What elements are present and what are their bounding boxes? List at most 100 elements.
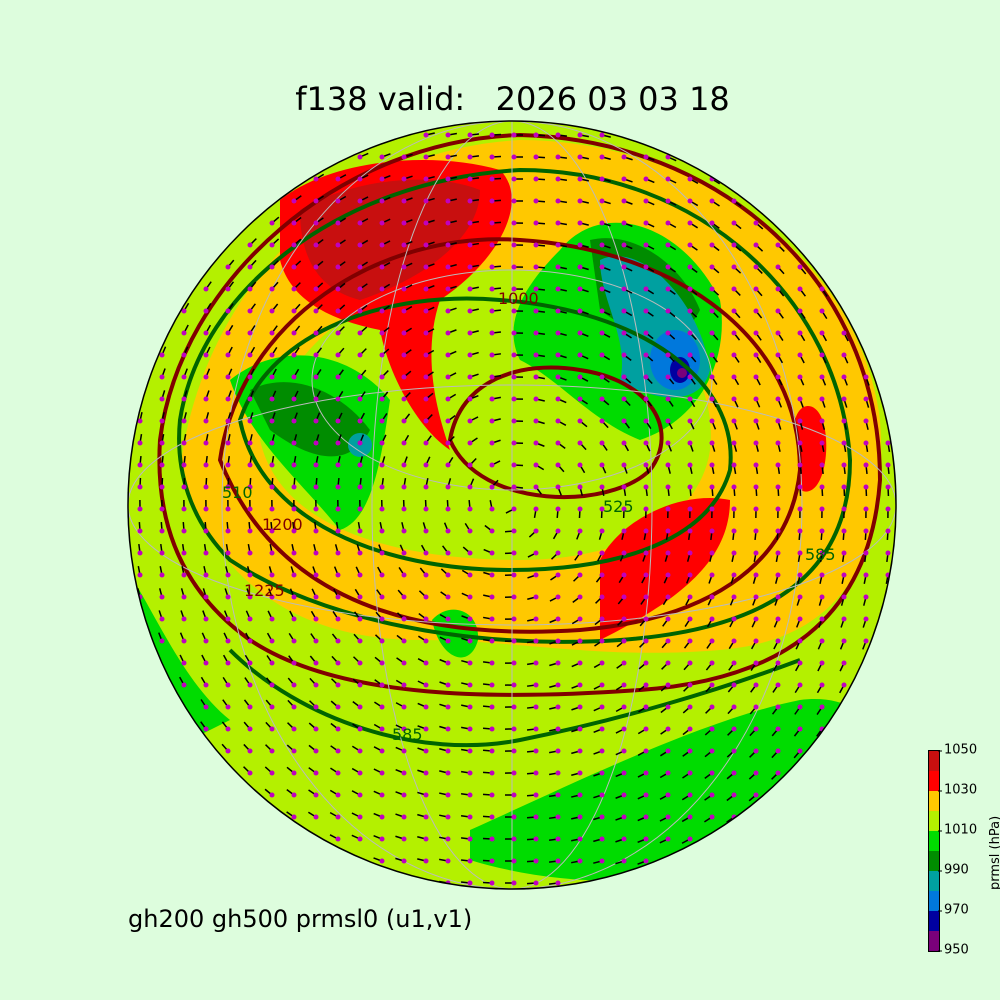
grid-point [401, 484, 407, 490]
grid-point [533, 286, 539, 292]
grid-point [643, 176, 649, 182]
grid-point [269, 528, 275, 534]
grid-point [577, 660, 583, 666]
grid-point [489, 154, 495, 160]
grid-point [423, 638, 429, 644]
grid-point [599, 308, 605, 314]
grid-point [797, 352, 803, 358]
grid-point [753, 682, 759, 688]
colorbar-segment [929, 871, 939, 891]
contour-label: 585 [805, 545, 836, 564]
grid-point [577, 374, 583, 380]
grid-point [445, 154, 451, 160]
grid-point [797, 638, 803, 644]
grid-point [621, 594, 627, 600]
grid-point [687, 704, 693, 710]
grid-point [401, 638, 407, 644]
grid-point [313, 814, 319, 820]
grid-point [247, 308, 253, 314]
grid-point [709, 660, 715, 666]
grid-point [203, 704, 209, 710]
grid-point [445, 836, 451, 842]
grid-point [555, 726, 561, 732]
grid-point [467, 308, 473, 314]
grid-point [401, 814, 407, 820]
grid-point [423, 308, 429, 314]
grid-point [225, 594, 231, 600]
grid-point [643, 264, 649, 270]
grid-point [577, 616, 583, 622]
grid-point [357, 154, 363, 160]
grid-point [489, 572, 495, 578]
grid-point [401, 550, 407, 556]
grid-point [291, 660, 297, 666]
grid-point [753, 418, 759, 424]
colorbar-segment [929, 931, 939, 951]
grid-point [379, 638, 385, 644]
grid-point [489, 330, 495, 336]
grid-point [357, 616, 363, 622]
grid-point [621, 220, 627, 226]
grid-point [313, 638, 319, 644]
grid-point [335, 792, 341, 798]
grid-point [225, 352, 231, 358]
grid-point [621, 462, 627, 468]
grid-point [313, 462, 319, 468]
grid-point [467, 858, 473, 864]
grid-point [753, 616, 759, 622]
grid-point [511, 176, 517, 182]
grid-point [665, 242, 671, 248]
grid-point [291, 770, 297, 776]
grid-point [555, 396, 561, 402]
grid-point [335, 264, 341, 270]
grid-point [401, 616, 407, 622]
grid-point [643, 704, 649, 710]
grid-point [159, 616, 165, 622]
grid-point [709, 330, 715, 336]
grid-point [467, 814, 473, 820]
grid-point [577, 770, 583, 776]
grid-point [731, 330, 737, 336]
grid-point [511, 748, 517, 754]
grid-point [775, 572, 781, 578]
grid-point [401, 396, 407, 402]
grid-point [379, 176, 385, 182]
grid-point [489, 528, 495, 534]
grid-point [357, 198, 363, 204]
grid-point [225, 462, 231, 468]
grid-point [291, 308, 297, 314]
grid-point [357, 638, 363, 644]
grid-point [357, 660, 363, 666]
grid-point [841, 616, 847, 622]
grid-point [533, 506, 539, 512]
grid-point [291, 594, 297, 600]
grid-point [269, 726, 275, 732]
grid-point [599, 616, 605, 622]
grid-point [643, 462, 649, 468]
grid-point [445, 176, 451, 182]
grid-point [379, 462, 385, 468]
grid-point [335, 462, 341, 468]
grid-point [445, 484, 451, 490]
colorbar-tick: 1030 [937, 782, 978, 798]
grid-point [379, 264, 385, 270]
grid-point [643, 242, 649, 248]
grid-point [533, 748, 539, 754]
grid-point [687, 528, 693, 534]
grid-point [797, 440, 803, 446]
grid-point [599, 242, 605, 248]
grid-point [379, 660, 385, 666]
grid-point [203, 286, 209, 292]
grid-point [423, 616, 429, 622]
grid-point [379, 374, 385, 380]
grid-point [379, 286, 385, 292]
grid-point [489, 198, 495, 204]
grid-point [665, 748, 671, 754]
grid-point [819, 418, 825, 424]
grid-point [819, 506, 825, 512]
grid-point [643, 616, 649, 622]
grid-point [577, 330, 583, 336]
grid-point [313, 264, 319, 270]
grid-point [731, 462, 737, 468]
grid-point [709, 748, 715, 754]
